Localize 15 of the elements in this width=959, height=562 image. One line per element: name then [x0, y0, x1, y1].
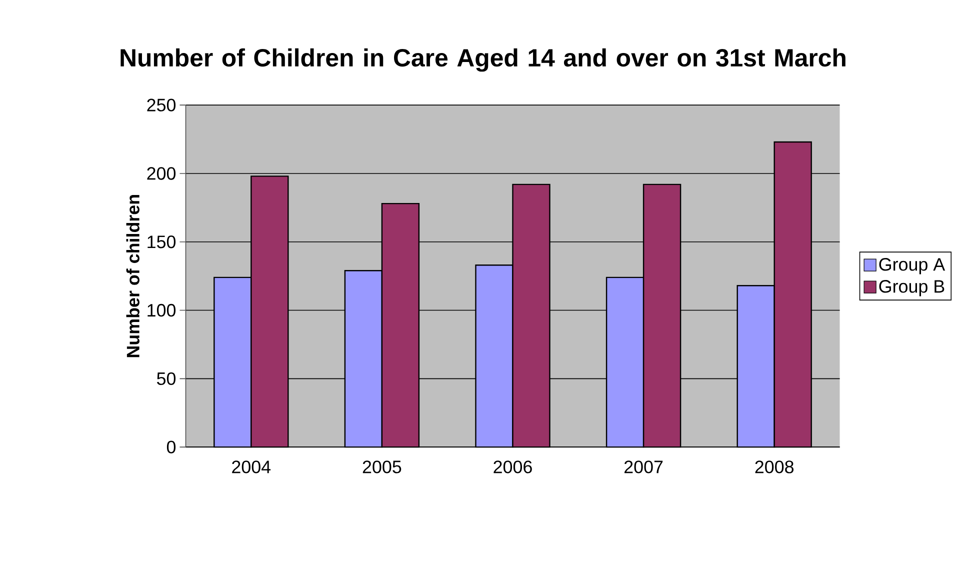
legend-label: Group B: [879, 280, 944, 296]
y-tick-label: 0: [166, 440, 176, 454]
x-tick-label: 2005: [362, 460, 402, 474]
y-tick-label: 200: [147, 167, 176, 180]
x-tick-label: 2007: [624, 460, 663, 474]
legend-label: Group A: [879, 258, 946, 274]
y-axis-title: Number of children: [126, 194, 140, 358]
y-tick-label: 250: [147, 98, 176, 112]
y-tick-label: 50: [156, 372, 176, 386]
y-tick-label: 100: [148, 304, 176, 317]
x-tick-label: 2004: [232, 460, 271, 474]
chart-title: Number of Children in Care Aged 14 and over on 31st March: [120, 48, 846, 72]
y-tick-label: 150: [148, 236, 176, 248]
x-tick-label: 2006: [494, 460, 532, 474]
x-tick-label: 2008: [755, 460, 794, 474]
